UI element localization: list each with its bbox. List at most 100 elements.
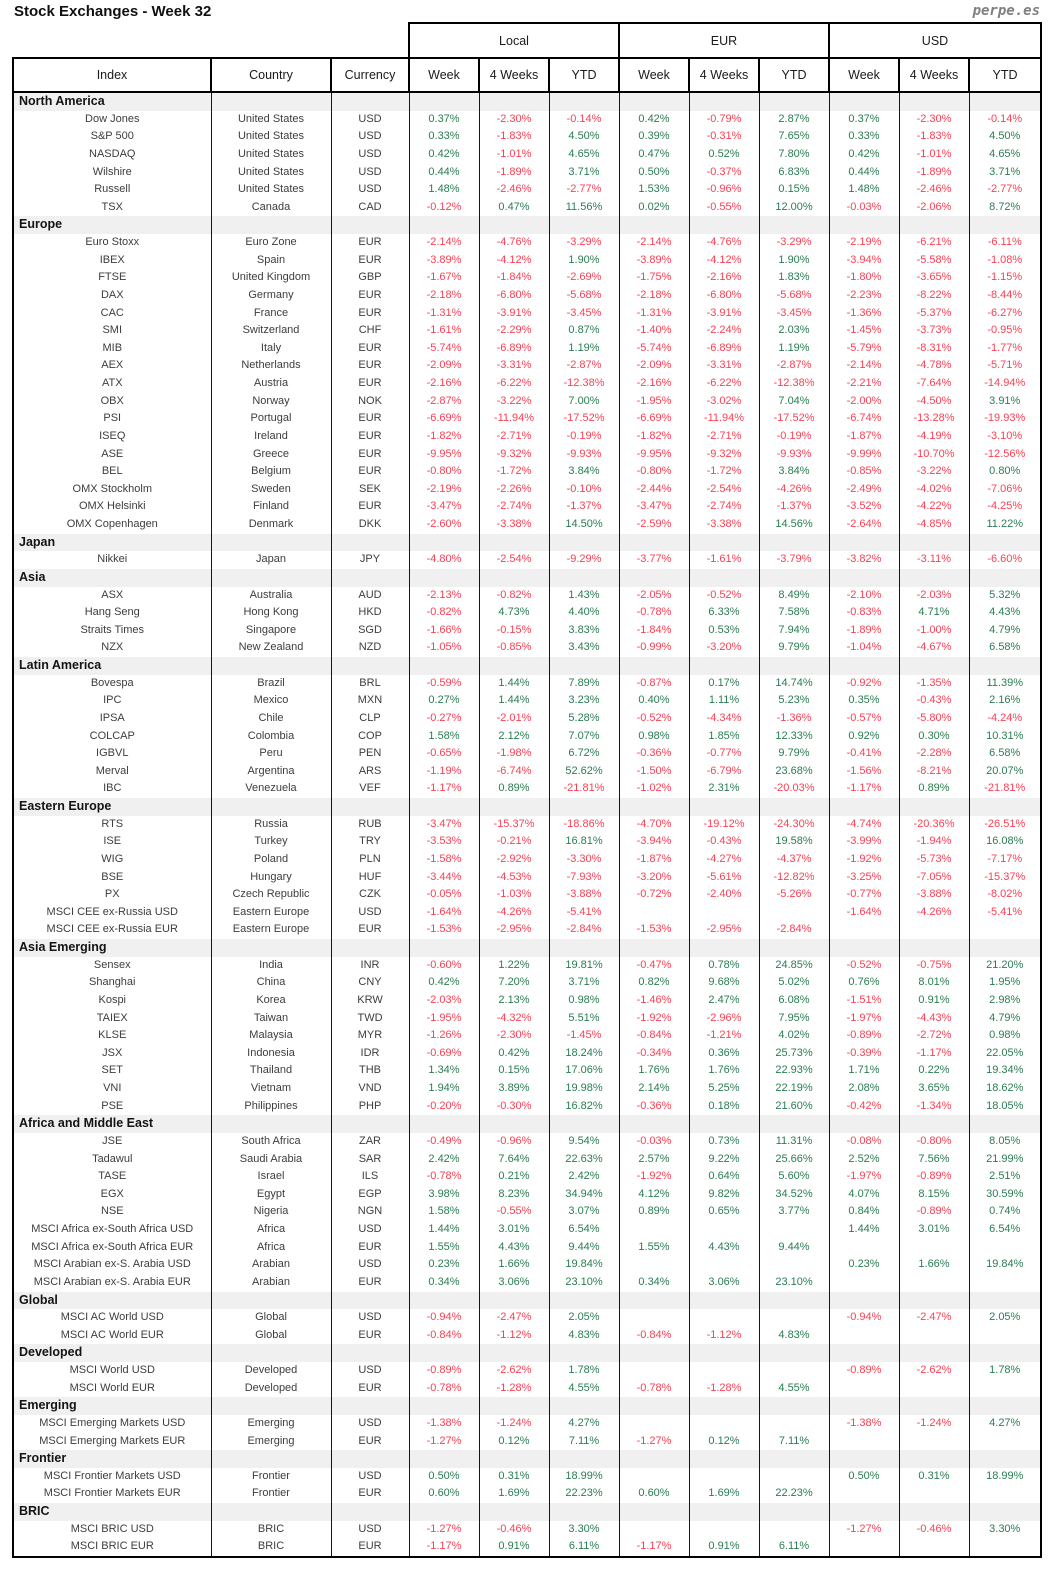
cell-value: 22.05%	[968, 1044, 1042, 1063]
cell-value: -1.19%	[408, 762, 480, 781]
table-row: MSCI BRIC EUR BRIC EUR -1.17% 0.91% 6.11% -1.1…	[12, 1538, 1042, 1558]
cell-value: -1.61%	[408, 322, 480, 340]
cell-value: -3.38%	[478, 516, 550, 534]
cell-value: -4.32%	[478, 1009, 550, 1028]
cell-index: MSCI Frontier Markets USD	[12, 1467, 212, 1486]
cell-index: MSCI World USD	[12, 1362, 212, 1380]
cell-value: -0.05%	[408, 886, 480, 904]
cell-value: -12.38%	[758, 375, 830, 393]
cell-value: -4.80%	[408, 551, 480, 569]
cell-value: -0.55%	[478, 1203, 550, 1221]
cell-currency: USD	[330, 1221, 410, 1239]
section-cell	[548, 1503, 620, 1521]
cell-value: 0.92%	[828, 727, 900, 746]
section-cell	[898, 1344, 970, 1362]
cell-value: -11.94%	[688, 410, 760, 428]
section-cell	[330, 1397, 410, 1415]
cell-value: -2.10%	[828, 586, 900, 605]
section-cell	[758, 1344, 830, 1362]
section-cell	[968, 1450, 1042, 1468]
cell-value: -3.31%	[478, 357, 550, 375]
cell-value	[758, 1362, 830, 1380]
table-row: IBEX Spain EUR -3.89% -4.12% 1.90% -3.89% -4.12…	[12, 251, 1042, 270]
table-row: MSCI Arabian ex-S. Arabia EUR Arabian EUR 0…	[12, 1273, 1042, 1292]
cell-value: -26.51%	[968, 815, 1042, 834]
cell-value: -2.09%	[408, 357, 480, 375]
cell-value: 3.23%	[548, 692, 620, 710]
section-row: Asia	[12, 568, 1042, 587]
cell-value: 1.78%	[968, 1362, 1042, 1380]
cell-index: MSCI CEE ex-Russia USD	[12, 903, 212, 922]
cell-value	[898, 1538, 970, 1558]
cell-value: 0.44%	[408, 163, 480, 182]
table-row: Euro Stoxx Euro Zone EUR -2.14% -4.76% -3.29%…	[12, 234, 1042, 252]
cell-currency: CAD	[330, 198, 410, 217]
cell-index: PSE	[12, 1097, 212, 1116]
cell-country: Global	[210, 1309, 332, 1327]
cell-value: 4.55%	[758, 1379, 830, 1398]
cell-country: Korea	[210, 991, 332, 1010]
cell-value: -0.79%	[688, 110, 760, 129]
cell-value: 2.47%	[688, 991, 760, 1010]
section-cell	[618, 568, 690, 587]
table-row: KLSE Malaysia MYR -1.26% -2.30% -1.45% -0.84% -…	[12, 1027, 1042, 1045]
cell-value: 0.02%	[618, 198, 690, 217]
cell-value: 1.66%	[478, 1256, 550, 1274]
cell-value: -0.78%	[408, 1168, 480, 1186]
cell-value: 22.63%	[548, 1150, 620, 1169]
section-cell	[828, 216, 900, 234]
table-row: MSCI Frontier Markets EUR Frontier EUR 0.60…	[12, 1485, 1042, 1503]
cell-value: -0.49%	[408, 1132, 480, 1151]
col-header-4weeks: 4 Weeks	[478, 57, 550, 93]
section-cell	[828, 92, 900, 111]
section-title: Global	[12, 1291, 212, 1310]
section-cell	[548, 939, 620, 957]
cell-value: -1.89%	[898, 163, 970, 182]
section-cell	[210, 216, 332, 234]
cell-value: -1.01%	[478, 145, 550, 164]
cell-country: Eastern Europe	[210, 903, 332, 922]
cell-value: 4.79%	[968, 1009, 1042, 1028]
cell-value: 0.98%	[618, 727, 690, 746]
cell-value: 4.43%	[688, 1238, 760, 1257]
cell-value: 0.98%	[968, 1027, 1042, 1045]
section-cell	[408, 533, 480, 552]
cell-value: 1.44%	[478, 674, 550, 693]
cell-currency: JPY	[330, 551, 410, 569]
section-cell	[548, 1450, 620, 1468]
cell-currency: USD	[330, 110, 410, 129]
cell-country: Emerging	[210, 1414, 332, 1433]
cell-value: 0.82%	[618, 974, 690, 992]
cell-value: -1.17%	[618, 1538, 690, 1558]
cell-index: Bovespa	[12, 674, 212, 693]
cell-value: -1.53%	[618, 921, 690, 939]
cell-value: -2.77%	[548, 181, 620, 199]
cell-currency: EUR	[330, 921, 410, 939]
table-row: ATX Austria EUR -2.16% -6.22% -12.38% -2.16% -6…	[12, 375, 1042, 393]
cell-value: 2.31%	[688, 780, 760, 798]
table-row: MSCI AC World EUR Global EUR -0.84% -1.12% 4.…	[12, 1326, 1042, 1345]
cell-value: 12.33%	[758, 727, 830, 746]
cell-value: 7.64%	[478, 1150, 550, 1169]
cell-value	[898, 921, 970, 939]
section-cell	[618, 1344, 690, 1362]
cell-value: 22.23%	[548, 1485, 620, 1503]
cell-value: 5.51%	[548, 1009, 620, 1028]
cell-currency: NOK	[330, 392, 410, 411]
section-cell	[688, 1450, 760, 1468]
section-cell	[548, 568, 620, 587]
cell-value: 1.83%	[758, 269, 830, 287]
cell-value: -2.28%	[898, 745, 970, 763]
cell-value: 21.20%	[968, 956, 1042, 975]
cell-value: -0.42%	[828, 1097, 900, 1116]
cell-value: -2.40%	[688, 886, 760, 904]
cell-index: PX	[12, 886, 212, 904]
cell-value: -2.46%	[898, 181, 970, 199]
cell-value: 2.05%	[548, 1309, 620, 1327]
cell-index: MSCI CEE ex-Russia EUR	[12, 921, 212, 939]
cell-value: 2.51%	[968, 1168, 1042, 1186]
section-cell	[968, 216, 1042, 234]
cell-value: 1.94%	[408, 1080, 480, 1098]
table-row: ASX Australia AUD -2.13% -0.82% 1.43% -2.05% -0…	[12, 586, 1042, 605]
cell-country: United States	[210, 181, 332, 199]
